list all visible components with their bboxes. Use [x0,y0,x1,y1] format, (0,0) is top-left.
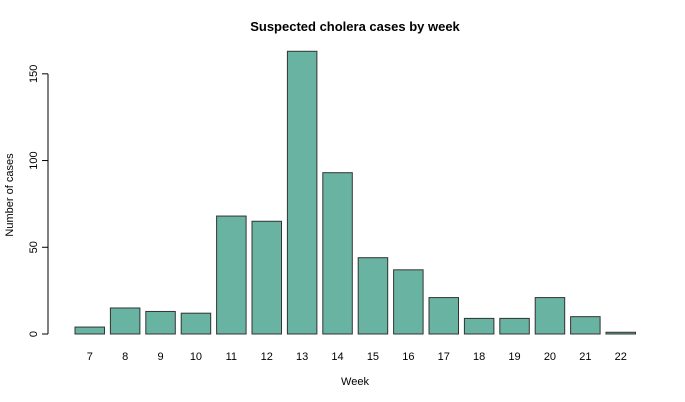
y-axis-label: Number of cases [4,153,16,237]
x-tick-label: 21 [579,351,591,363]
x-tick-label: 14 [331,351,343,363]
x-tick-label: 13 [296,351,308,363]
y-axis: 0 50 100 150 [28,65,49,337]
x-tick-label: 17 [438,351,450,363]
bar-week-16 [393,269,424,335]
x-tick-label: 22 [615,351,627,363]
x-tick-label: 8 [122,351,128,363]
bar-week-17 [428,297,459,335]
bar-week-15 [357,257,389,335]
y-tick-label: 100 [28,151,40,169]
x-tick-label: 16 [402,351,414,363]
x-tick-label: 10 [190,351,202,363]
bar-week-22 [605,331,636,335]
x-tick-label: 7 [87,351,93,363]
y-tick-label: 50 [28,241,40,253]
x-tick-labels: 7 8 9 10 11 12 13 14 15 16 17 18 19 20 21 22 [87,351,627,363]
x-tick-label: 15 [367,351,379,363]
bar-week-10 [180,312,212,335]
bar-week-21 [570,316,601,335]
y-tick-label: 150 [28,65,40,83]
x-axis-label: Week [341,376,369,388]
x-tick-label: 11 [226,351,237,363]
bar-week-11 [216,215,247,335]
x-tick-label: 12 [261,351,273,363]
x-tick-label: 19 [508,351,520,363]
bar-week-9 [145,310,176,335]
bar-week-19 [499,317,530,335]
x-tick-label: 18 [473,351,485,363]
bar-week-12 [251,220,282,335]
bar-week-14 [322,172,353,335]
x-tick-label: 9 [157,351,163,363]
bars-group [74,50,636,335]
y-tick-label: 0 [28,331,40,337]
chart-title: Suspected cholera cases by week [250,19,460,34]
bar-week-7 [74,326,105,335]
bar-week-20 [534,297,566,335]
bar-week-13 [286,50,318,335]
x-tick-label: 20 [544,351,556,363]
bar-week-8 [109,307,141,335]
bar-week-18 [463,317,495,335]
